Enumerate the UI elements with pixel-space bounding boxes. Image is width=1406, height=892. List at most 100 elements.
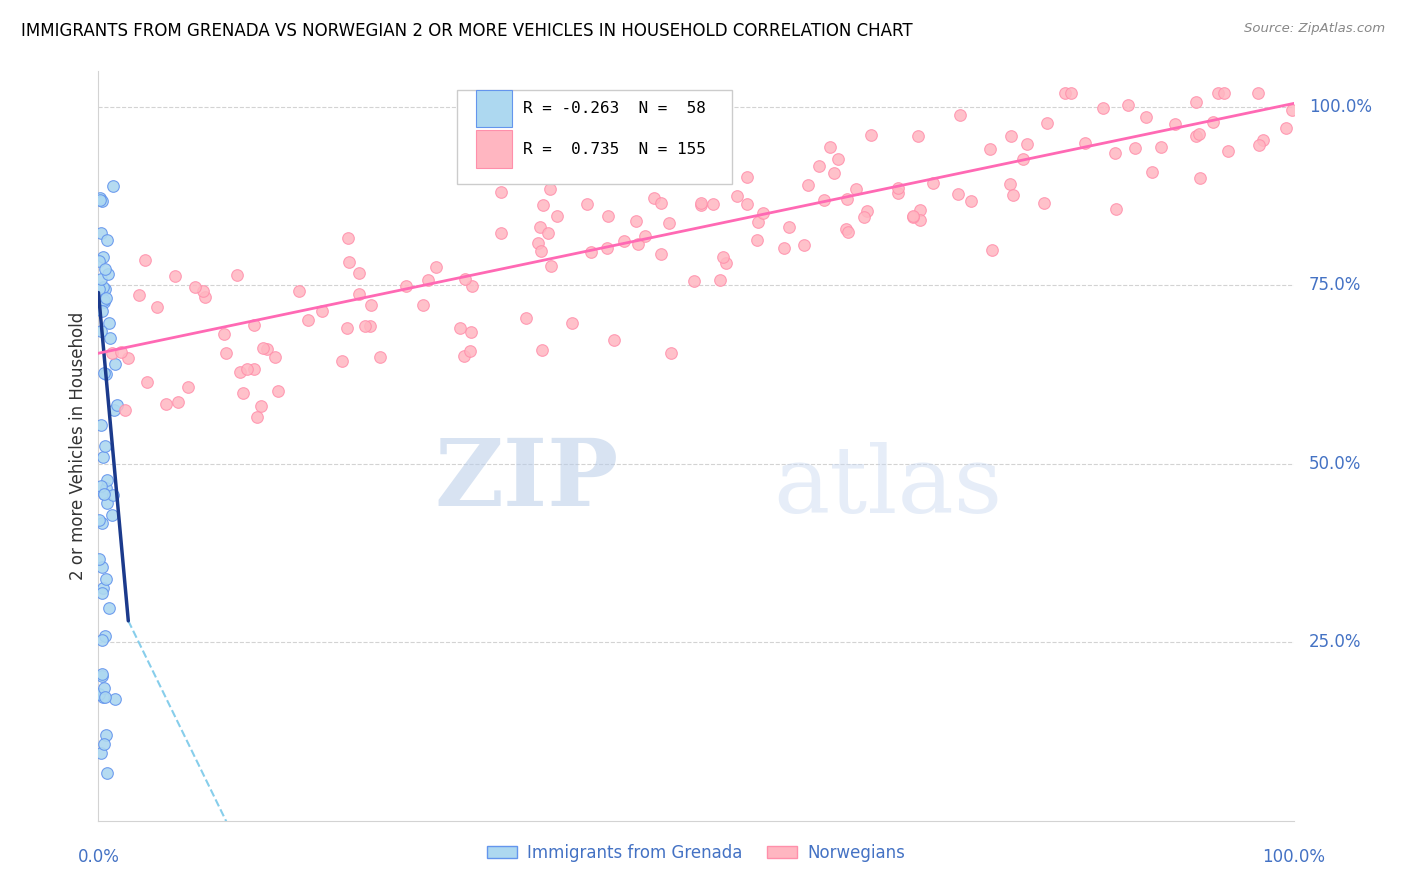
Point	[453, 349, 475, 363]
Point	[835, 221, 858, 235]
Point	[540, 259, 562, 273]
Point	[104, 692, 127, 706]
Point	[354, 318, 377, 333]
Point	[96, 473, 118, 487]
Point	[908, 203, 931, 218]
Point	[979, 142, 1001, 156]
Point	[1036, 116, 1059, 130]
Point	[574, 158, 596, 172]
Point	[449, 321, 471, 335]
Point	[690, 197, 713, 211]
Point	[90, 746, 112, 760]
Point	[901, 210, 924, 224]
Text: 0.0%: 0.0%	[77, 847, 120, 866]
Point	[837, 192, 859, 206]
Point	[243, 362, 266, 376]
Point	[94, 728, 117, 742]
Point	[225, 268, 247, 282]
Y-axis label: 2 or more Vehicles in Household: 2 or more Vehicles in Household	[69, 312, 87, 580]
Point	[515, 311, 537, 326]
Point	[104, 357, 127, 371]
Point	[1001, 188, 1024, 202]
Point	[1281, 103, 1303, 118]
Point	[735, 196, 758, 211]
Point	[596, 209, 619, 223]
Point	[89, 191, 111, 205]
Point	[859, 128, 882, 142]
Point	[89, 687, 111, 701]
Point	[659, 346, 682, 360]
Point	[530, 244, 553, 258]
Text: atlas: atlas	[773, 442, 1002, 533]
Point	[91, 279, 114, 293]
Point	[337, 255, 360, 269]
Point	[212, 327, 235, 342]
Point	[250, 399, 273, 413]
Point	[330, 353, 353, 368]
Point	[94, 262, 117, 277]
Point	[101, 488, 124, 502]
Point	[489, 185, 512, 199]
Point	[93, 486, 115, 500]
Point	[714, 256, 737, 270]
Point	[887, 186, 910, 201]
Point	[256, 342, 278, 356]
Point	[297, 312, 319, 326]
Point	[709, 273, 731, 287]
Point	[90, 417, 112, 432]
Point	[852, 210, 875, 224]
Text: 100.0%: 100.0%	[1263, 847, 1324, 866]
Point	[90, 586, 112, 600]
Point	[94, 438, 117, 452]
Point	[658, 216, 681, 230]
Point	[93, 690, 115, 704]
Point	[752, 206, 775, 220]
Point	[537, 226, 560, 240]
Point	[418, 273, 440, 287]
Text: 100.0%: 100.0%	[1309, 98, 1372, 116]
Point	[90, 324, 112, 338]
Point	[1150, 140, 1173, 154]
Point	[93, 366, 115, 380]
Point	[745, 233, 768, 247]
Point	[887, 181, 910, 195]
Point	[960, 194, 983, 208]
Point	[1212, 86, 1234, 100]
Point	[813, 193, 835, 207]
Point	[90, 227, 112, 241]
Text: IMMIGRANTS FROM GRENADA VS NORWEGIAN 2 OR MORE VEHICLES IN HOUSEHOLD CORRELATION: IMMIGRANTS FROM GRENADA VS NORWEGIAN 2 O…	[21, 22, 912, 40]
Point	[91, 304, 114, 318]
Point	[412, 298, 434, 312]
Point	[264, 350, 287, 364]
Point	[602, 333, 624, 347]
Point	[94, 282, 117, 296]
Point	[596, 241, 619, 255]
Point	[246, 410, 269, 425]
Point	[1202, 115, 1225, 129]
FancyBboxPatch shape	[477, 90, 512, 128]
Point	[288, 284, 311, 298]
Point	[93, 250, 115, 264]
Legend: Immigrants from Grenada, Norwegians: Immigrants from Grenada, Norwegians	[481, 838, 911, 869]
Text: Source: ZipAtlas.com: Source: ZipAtlas.com	[1244, 22, 1385, 36]
Point	[901, 210, 924, 224]
Point	[747, 215, 769, 229]
Point	[650, 196, 672, 211]
Point	[135, 375, 157, 389]
Point	[711, 250, 734, 264]
Point	[98, 316, 121, 330]
Point	[89, 193, 111, 207]
Point	[1105, 202, 1128, 216]
Point	[531, 198, 554, 212]
Point	[163, 268, 186, 283]
Point	[91, 194, 114, 209]
Point	[194, 290, 217, 304]
Point	[1218, 144, 1240, 158]
Point	[93, 295, 115, 310]
Point	[232, 386, 254, 401]
Point	[1185, 95, 1208, 110]
Point	[191, 284, 214, 298]
Point	[1000, 128, 1022, 143]
Point	[184, 280, 207, 294]
Point	[778, 219, 800, 234]
